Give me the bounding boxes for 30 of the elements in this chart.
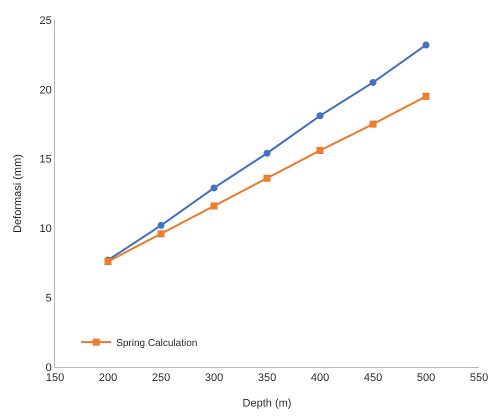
y-tick-label: 25 bbox=[40, 14, 52, 27]
point bbox=[210, 184, 218, 192]
y-axis-title: Deformasi (mm) bbox=[12, 154, 24, 233]
legend-label: Spring Calculation bbox=[116, 338, 198, 349]
point bbox=[264, 150, 270, 157]
point bbox=[158, 222, 164, 229]
point bbox=[264, 174, 270, 182]
x-tick-label: 200 bbox=[98, 372, 118, 384]
y-tick-label: 10 bbox=[40, 223, 52, 236]
x-tick-label: 400 bbox=[310, 372, 330, 384]
y-tick-label: 15 bbox=[40, 154, 52, 166]
point bbox=[316, 112, 324, 120]
x-tick-label: 250 bbox=[152, 372, 170, 384]
x-axis-title: Depth (m) bbox=[242, 397, 292, 410]
point bbox=[316, 146, 324, 154]
x-tick-label: 300 bbox=[204, 372, 224, 384]
y-tick-label: 20 bbox=[40, 84, 52, 96]
point bbox=[158, 230, 164, 238]
x-tick-label: 150 bbox=[46, 372, 64, 384]
x-tick-label: 550 bbox=[470, 372, 488, 384]
point bbox=[422, 41, 430, 48]
point bbox=[370, 78, 376, 86]
point bbox=[210, 202, 218, 210]
x-tick-label: 450 bbox=[364, 372, 382, 384]
x-tick-label: 350 bbox=[258, 372, 276, 384]
point bbox=[370, 120, 376, 128]
y-tick-label: 0 bbox=[46, 362, 52, 374]
x-tick-label: 500 bbox=[416, 372, 436, 384]
point bbox=[422, 92, 430, 100]
y-tick-label: 5 bbox=[46, 292, 52, 304]
